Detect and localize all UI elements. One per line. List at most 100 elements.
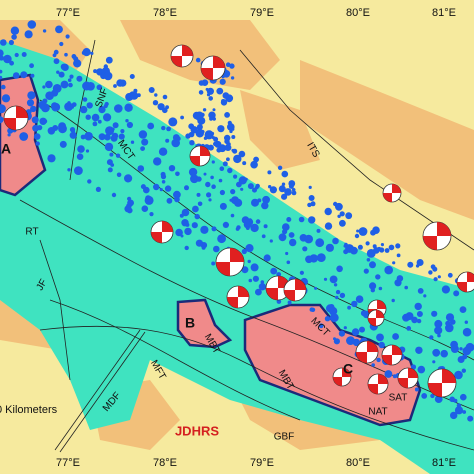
quake [432, 266, 438, 272]
longitude-label: 81°E [432, 7, 456, 19]
quake [255, 219, 261, 224]
quake [212, 117, 216, 121]
quake [148, 87, 155, 93]
quake [332, 237, 339, 245]
quake [35, 141, 40, 146]
quake [229, 198, 233, 202]
quake [144, 195, 154, 205]
quake [58, 71, 65, 78]
quake [80, 105, 88, 114]
quake [91, 113, 100, 122]
quake [231, 135, 236, 139]
quake [324, 316, 331, 322]
quake [158, 147, 168, 156]
quake [378, 286, 383, 291]
quake [222, 221, 229, 228]
quake [236, 225, 241, 230]
quake [441, 285, 450, 294]
beachball-quadrant [151, 221, 173, 243]
quake [29, 63, 34, 69]
quake [288, 183, 294, 189]
quake [262, 195, 270, 204]
quake [47, 154, 56, 163]
quake [30, 105, 37, 113]
quake [180, 234, 184, 238]
quake [154, 93, 158, 97]
quake [69, 127, 76, 133]
quake [138, 130, 148, 139]
zone-label: C [343, 361, 353, 377]
quake [416, 259, 424, 266]
quake [111, 192, 117, 198]
quake [396, 253, 401, 258]
quake [124, 103, 133, 112]
quake [299, 270, 304, 275]
quake [209, 117, 213, 121]
quake [92, 121, 98, 127]
quake [114, 104, 123, 113]
quake [173, 190, 181, 199]
quake [180, 115, 185, 120]
quake [333, 283, 338, 287]
quake [206, 87, 214, 95]
quake [288, 232, 295, 238]
quake [260, 280, 265, 284]
beachball-quadrant [428, 369, 456, 397]
quake [464, 320, 468, 324]
quake [204, 130, 214, 139]
quake [429, 335, 434, 340]
quake [211, 184, 216, 189]
quake [69, 74, 74, 79]
quake [112, 122, 119, 129]
quake [309, 307, 314, 312]
quake [431, 310, 438, 317]
quake [14, 52, 19, 58]
quake [82, 48, 91, 57]
quake [376, 357, 381, 363]
quake [58, 122, 67, 131]
quake [86, 82, 95, 91]
quake [369, 282, 377, 290]
longitude-label: 81°E [432, 457, 456, 469]
quake [190, 126, 198, 134]
quake [241, 266, 249, 274]
quake [95, 186, 101, 192]
quake [305, 255, 313, 264]
quake [219, 189, 225, 196]
quake [447, 272, 453, 278]
quake [462, 346, 472, 356]
quake [53, 49, 59, 55]
quake [196, 176, 202, 182]
quake [343, 244, 347, 248]
longitude-label: 77°E [56, 7, 80, 19]
quake [220, 99, 228, 106]
quake [445, 313, 455, 322]
quake [205, 181, 211, 188]
quake [467, 415, 474, 422]
quake [315, 238, 325, 248]
quake [64, 102, 73, 111]
longitude-label: 77°E [56, 457, 80, 469]
quake [73, 59, 82, 68]
quake [449, 396, 456, 403]
quake [241, 248, 247, 255]
quake [255, 288, 262, 296]
quake [224, 138, 230, 145]
quake [161, 180, 166, 184]
quake [410, 364, 417, 370]
beachball-quadrant [266, 276, 290, 300]
quake [236, 181, 242, 188]
quake [245, 244, 254, 253]
quake [437, 333, 441, 338]
quake [291, 190, 297, 196]
quake [140, 146, 146, 152]
quake [333, 338, 340, 345]
quake [370, 288, 375, 293]
quake [53, 58, 60, 65]
quake [366, 258, 371, 262]
quake [217, 125, 225, 133]
quake [351, 300, 358, 308]
quake [159, 188, 163, 192]
quake [217, 234, 227, 244]
longitude-label: 79°E [250, 457, 274, 469]
